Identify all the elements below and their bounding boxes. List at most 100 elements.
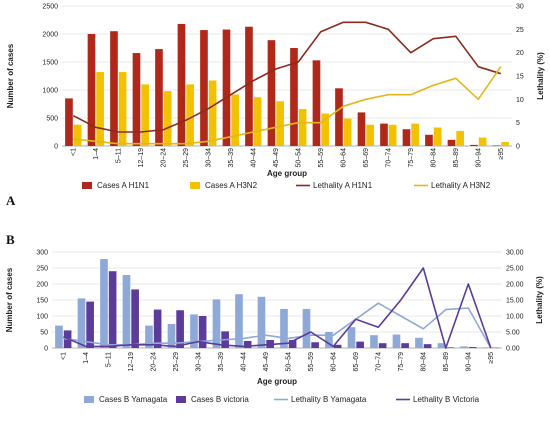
bar-cases-b-victoria [423,344,432,348]
bar-cases-a-h1n1 [177,23,186,147]
bar-cases-b-yamagata [347,327,356,348]
x-tick-label: 30–34 [205,148,212,168]
bar-cases-a-h3n2 [298,109,307,146]
y2-tick-label: 10.00 [506,314,524,321]
x-tick-label: 70–74 [385,148,392,168]
bar-cases-b-victoria [446,347,454,348]
bar-cases-a-h1n1 [312,60,321,146]
x-tick-label: 45–49 [263,352,270,372]
bar-cases-b-victoria [131,289,139,348]
bar-cases-b-yamagata [55,325,63,348]
bar-cases-b-yamagata [392,334,401,348]
bar-cases-a-h3n2 [501,142,509,146]
y2-tick-label: 10 [516,97,524,104]
y-tick-label: 50 [40,330,48,337]
y-tick-label: 2500 [42,4,58,11]
y2-tick-label: 30 [516,4,524,11]
y-tick-label: 1500 [42,60,58,67]
bar-cases-b-yamagata [415,337,423,348]
x-tick-label: ≥95 [488,352,495,364]
y-tick-label: 150 [36,298,48,305]
panel-a: 0 500 1000 1500 2000 2500 0 5 10 15 20 25 30 <1 1–4 5–1… [6,4,545,209]
y2-tick-label: 5.00 [506,330,520,337]
legend-label: Cases B victoria [191,395,249,404]
panel-label: B [6,232,15,247]
bar-cases-a-h1n1 [245,26,253,146]
x-tick-label: 25–29 [183,148,190,168]
bar-cases-a-h1n1 [200,30,208,146]
legend-label: Lethality B Victoria [413,395,480,404]
x-tick-label: <1 [70,148,77,156]
x-tick-label: 60–64 [340,148,347,168]
bar-cases-b-victoria [288,340,297,348]
bar-cases-a-h3n2 [411,123,419,146]
y2-tick-label: 0 [516,144,520,151]
bar-cases-a-h3n2 [478,137,487,146]
bar-cases-b-victoria [153,309,162,348]
y2-tick-label: 5 [516,120,520,127]
x-tick-label: 85–89 [453,148,460,168]
bar-cases-a-h1n1 [335,88,343,146]
legend-label: Lethality A H1N1 [313,181,373,190]
bar-cases-a-h3n2 [343,118,352,146]
bar-cases-b-yamagata [460,346,468,348]
y-tick-label: 0 [44,346,48,353]
x-tick-label: 65–69 [353,352,360,372]
y2-tick-label: 25.00 [506,266,524,273]
x-tick-label: 55–59 [308,352,315,372]
bar-cases-a-h3n2 [231,94,239,146]
bar-cases-a-h1n1 [222,29,231,146]
bar-cases-a-h3n2 [163,91,172,146]
bar-cases-b-victoria [378,343,387,348]
bar-cases-a-h3n2 [186,84,194,146]
bar-cases-b-victoria [108,271,117,348]
x-tick-label: 20–24 [150,352,157,372]
x-tick-label: 75–79 [398,352,405,372]
y2-tick-label: 30.00 [506,250,524,257]
x-tick-label: 40–44 [250,148,257,168]
x-tick-label: 1–4 [83,352,90,364]
bar-cases-b-yamagata [325,332,333,348]
bar-cases-b-yamagata [257,296,266,348]
x-tick-label: 1–4 [93,148,100,160]
y-tick-label: 0 [54,144,58,151]
x-axis-title: Age group [267,169,307,178]
bar-cases-a-h1n1 [425,134,433,146]
x-tick-label: 45–49 [273,148,280,168]
bar-cases-a-h1n1 [380,123,388,146]
y-axis-title: Number of cases [5,267,14,332]
x-tick-label: 75–79 [408,148,415,168]
bar-cases-b-yamagata [77,298,86,348]
bar-cases-b-victoria [243,340,252,348]
bar-cases-a-h1n1 [132,53,141,146]
bar-cases-a-h1n1 [65,98,73,146]
legend-label: Lethality A H3N2 [431,181,491,190]
panel-b: 0 50 100 150 200 250 300 0.00 5.00 10.00 15.00 20.0… [5,232,544,404]
bar-cases-a-h1n1 [357,112,366,146]
legend-label: Cases A H3N2 [205,181,258,190]
y-axis-title: Number of cases [6,43,15,108]
x-tick-label: 35–39 [218,352,225,372]
bar-cases-b-victoria [311,342,319,348]
x-tick-label: 90–94 [465,352,472,372]
bar-cases-b-victoria [86,301,94,348]
y-tick-label: 500 [46,116,58,123]
bar-cases-a-h1n1 [155,49,163,147]
x-tick-label: 30–34 [195,352,202,372]
legend-swatch [84,396,94,403]
x-tick-label: 60–64 [330,352,337,372]
bar-cases-b-yamagata [302,308,311,348]
x-tick-label: 70–74 [375,352,382,372]
x-tick-label: 80–84 [430,148,437,168]
bar-cases-b-yamagata [437,343,446,348]
bar-cases-b-yamagata [482,347,491,348]
y2-tick-label: 15.00 [506,298,524,305]
x-tick-label: 85–89 [443,352,450,372]
line-lethality-a-h1n1 [72,21,502,133]
line-lethality-b-victoria [62,267,492,349]
bar-cases-a-h3n2 [141,84,149,146]
y2-tick-label: 20.00 [506,282,524,289]
bar-cases-b-victoria [401,343,409,348]
bar-cases-b-yamagata [235,294,243,348]
